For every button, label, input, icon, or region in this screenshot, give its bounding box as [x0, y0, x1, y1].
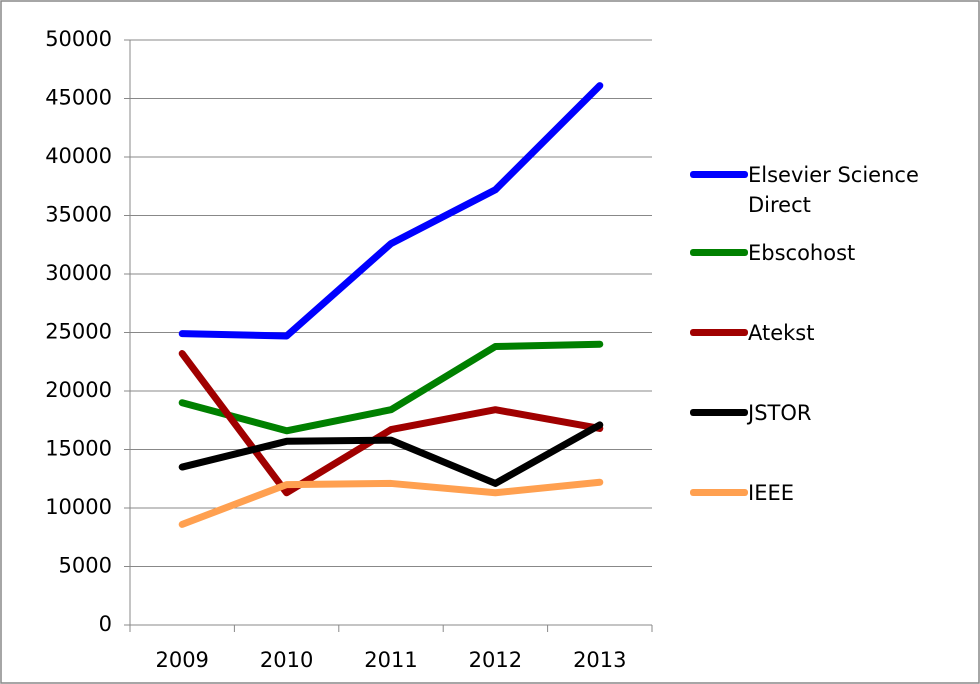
- legend-swatch: [690, 249, 748, 256]
- legend-item: IEEE: [690, 478, 968, 508]
- y-tick-label: 15000: [45, 437, 112, 461]
- legend-label: JSTOR: [748, 401, 812, 425]
- y-tick-label: 50000: [45, 27, 112, 51]
- legend-item: Elsevier Science Direct: [690, 160, 968, 220]
- x-tick-label: 2009: [155, 648, 208, 672]
- y-tick-label: 40000: [45, 144, 112, 168]
- series-line: [178, 82, 604, 340]
- y-tick-label: 30000: [45, 261, 112, 285]
- x-tick-label: 2010: [260, 648, 313, 672]
- series-line: [178, 340, 604, 435]
- y-tick-label: 5000: [59, 554, 112, 578]
- legend-label: IEEE: [748, 481, 794, 505]
- x-tick-label: 2012: [469, 648, 522, 672]
- legend-item: Ebscohost: [690, 238, 968, 268]
- legend-label: Atekst: [748, 321, 815, 345]
- legend-swatch: [690, 409, 748, 416]
- series-line: [178, 421, 604, 487]
- legend-swatch: [690, 329, 748, 336]
- legend-swatch: [690, 489, 748, 496]
- y-tick-label: 0: [99, 612, 112, 636]
- y-tick-label: 20000: [45, 378, 112, 402]
- legend-label: Ebscohost: [748, 241, 856, 265]
- legend-item: JSTOR: [690, 398, 968, 428]
- y-tick-label: 35000: [45, 203, 112, 227]
- legend-swatch: [690, 171, 748, 178]
- x-tick-label: 2013: [573, 648, 626, 672]
- legend-item: Atekst: [690, 318, 968, 348]
- series-line: [178, 478, 604, 528]
- y-tick-label: 10000: [45, 495, 112, 519]
- y-tick-label: 25000: [45, 320, 112, 344]
- y-tick-label: 45000: [45, 86, 112, 110]
- legend-label: Elsevier Science Direct: [748, 163, 919, 217]
- x-tick-label: 2011: [364, 648, 417, 672]
